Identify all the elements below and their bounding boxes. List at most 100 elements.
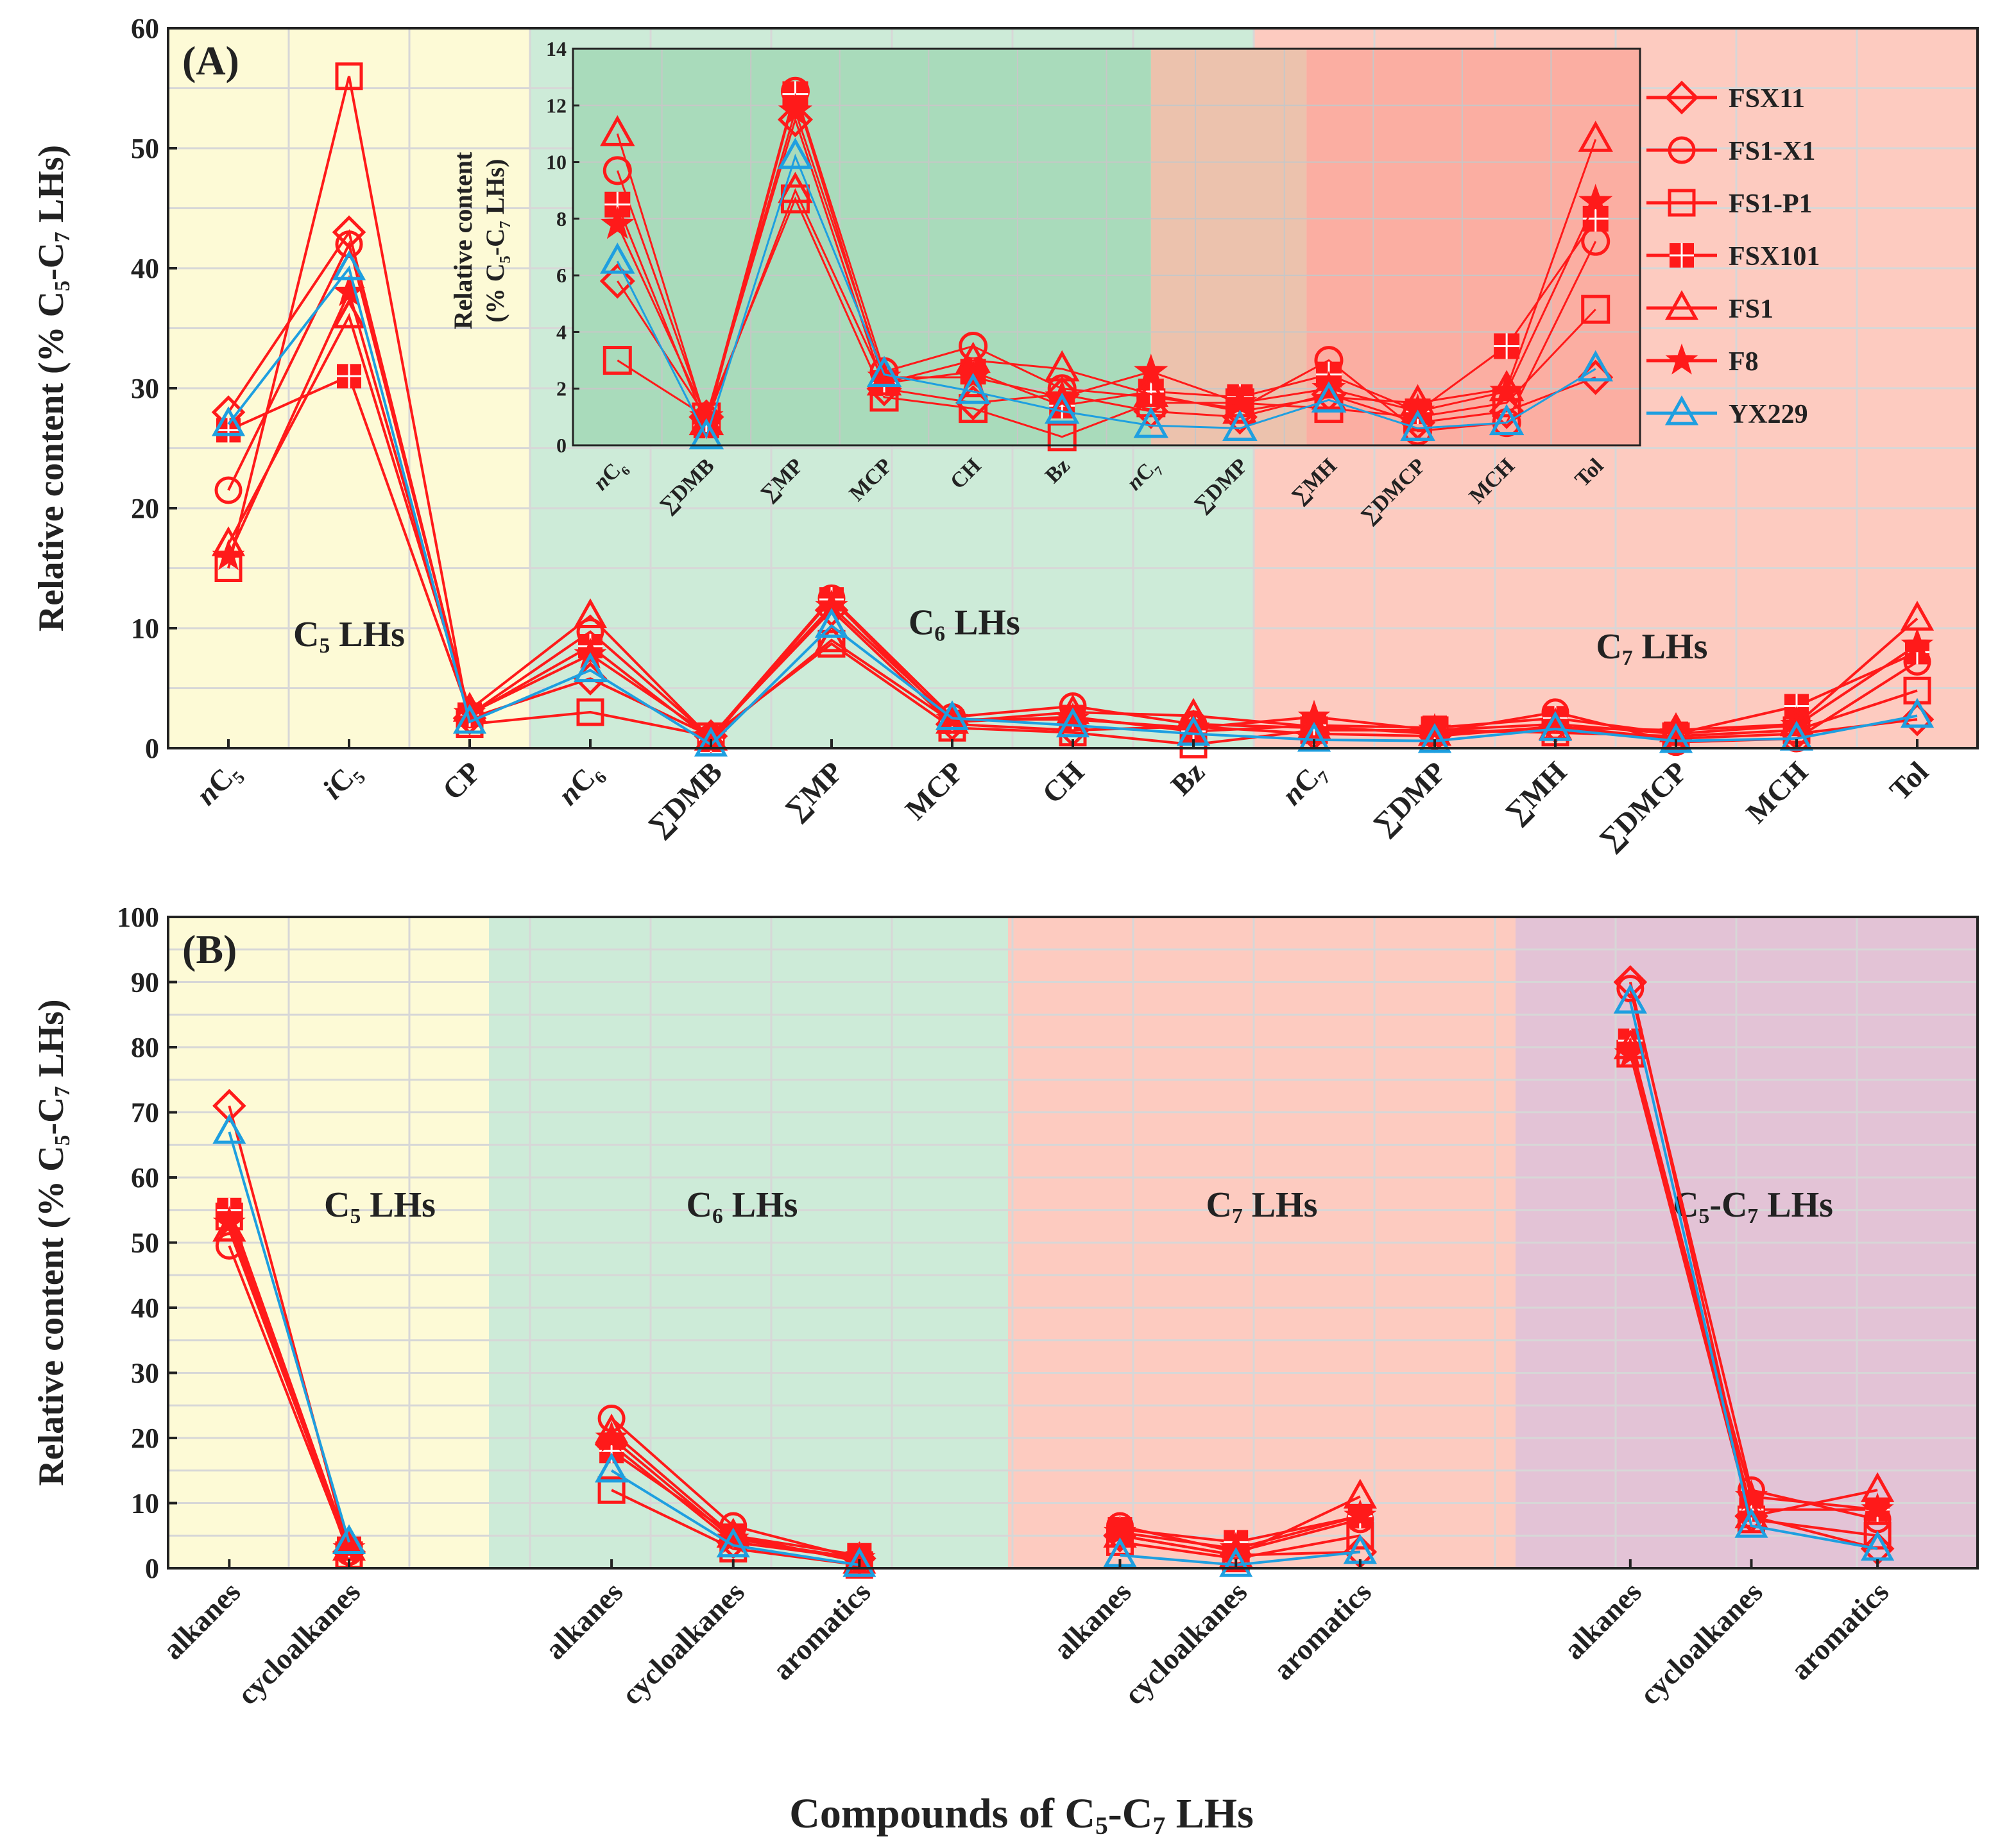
series-f8 [212, 275, 1934, 750]
data-point-f8-sum-mh [1539, 706, 1572, 739]
inset-data-point-fs1-nc6 [600, 115, 635, 146]
inset-data-point-yx229-tol [1578, 350, 1613, 382]
inset-data-point-f8-nc7 [1134, 354, 1168, 386]
inset-series-line-fs1 [616, 133, 1597, 426]
data-point-yx229-mcp [935, 700, 970, 730]
legend-marker-f8 [1665, 343, 1698, 375]
legend-marker-fs1-p1 [1668, 189, 1696, 217]
y-tick-label-b: 0 [145, 1553, 159, 1584]
group-label-c5-lhs: C5 LHs [324, 1185, 436, 1228]
inset-data-point-fs1-p1-tol [1581, 295, 1611, 324]
data-point-b-f8-7 [1344, 1499, 1377, 1530]
inset-y-tick-label: 6 [556, 264, 567, 287]
y-tick-label-b: 30 [131, 1358, 159, 1389]
inset-region-bg-transition [1150, 49, 1307, 445]
x-tick-label-b-alkanes: alkanes [1047, 1575, 1138, 1666]
x-tick-label-mcp: MCP [899, 755, 970, 826]
inset-data-point-fs1-mcp [866, 364, 902, 396]
y-tick-label: 20 [131, 493, 159, 524]
data-point-f8-nc5 [212, 538, 245, 570]
series-b-line-yx229-c5-lhs [228, 1131, 350, 1543]
legend-label-fs1-p1: FS1-P1 [1729, 189, 1813, 219]
legend-label-fsx101: FSX101 [1729, 242, 1820, 271]
data-point-yx229-ic5 [332, 250, 366, 280]
y-tick-label: 30 [131, 373, 159, 404]
inset-data-point-f8-sum-dmp [1222, 384, 1258, 418]
x-tick-label-sum-dmcp: ∑DMCP [1593, 755, 1693, 856]
data-point-b-f8-0 [212, 1206, 246, 1237]
y-tick-label-b: 10 [131, 1488, 159, 1519]
inset-data-point-fsx11-mch [1489, 393, 1525, 429]
inset-series-line-yx229 [616, 153, 1596, 440]
legend-label-fsx11: FSX11 [1729, 84, 1805, 114]
inset-series-yx229 [600, 137, 1613, 450]
data-point-b-yx229-2 [594, 1452, 629, 1483]
y-tick-label: 50 [131, 133, 159, 164]
inset-y-tick-label: 0 [556, 434, 567, 457]
data-point-fsx11-tol [1900, 702, 1935, 737]
panel-label-b: (B) [182, 927, 237, 972]
inset-data-point-fs1-p1-ch [959, 394, 988, 424]
inset-y-tick-label: 10 [546, 151, 567, 174]
data-point-yx229-nc5 [211, 406, 246, 436]
x-tick-label-nc7: nC7 [1276, 755, 1335, 814]
legend-marker-fsx101 [1670, 243, 1694, 268]
data-point-yx229-nc7 [1297, 722, 1331, 752]
inset-y-tick-label: 8 [556, 207, 567, 230]
series-line-yx229 [227, 265, 1918, 746]
legend-item-fs1-p1: FS1-P1 [1646, 189, 1813, 219]
inset-data-point-yx229-bz [1044, 392, 1080, 424]
data-point-b-f8-9 [1734, 1479, 1768, 1511]
y-tick-label-b: 90 [131, 967, 159, 998]
legend-item-fs1: FS1 [1646, 290, 1773, 324]
y-tick-label-b: 50 [131, 1228, 159, 1259]
inset-frame [572, 47, 1641, 447]
inset-data-point-fs1-nc7 [1133, 375, 1169, 407]
inset-data-point-f8-mcp [867, 359, 902, 392]
data-point-yx229-sum-dmb [694, 726, 728, 757]
inset-data-point-fsx101-mch [1494, 333, 1520, 359]
inset-data-point-fs1-p1-nc6 [602, 346, 632, 375]
data-point-b-yx229-10 [1860, 1530, 1895, 1561]
inset-data-point-fs1-sum-mp [778, 171, 813, 203]
legend-item-fsx11: FSX11 [1646, 80, 1805, 115]
x-tick-label-tol: Tol [1883, 755, 1935, 807]
inset-data-point-fs1-p1-bz [1047, 422, 1077, 452]
inset-data-point-f8-tol [1578, 184, 1613, 217]
series-b-line-fs1-p1-c7-lhs [1120, 1534, 1361, 1560]
x-tick-label-sum-mh: ∑MH [1499, 755, 1573, 829]
y-tick-label: 60 [131, 13, 159, 44]
data-point-f8-tol [1901, 628, 1934, 659]
inset-series-fs1 [600, 115, 1613, 436]
group-label-c7-lhs: C7 LHs [1206, 1185, 1318, 1228]
y-tick-label-b: 100 [117, 902, 159, 933]
series-b-line-f8-c5-lhs [228, 1222, 350, 1550]
x-tick-label-sum-dmb: ∑DMB [642, 755, 728, 842]
x-tick-label-b-aromatics: aromatics [1267, 1575, 1378, 1686]
legend-marker-fs1-x1 [1668, 136, 1696, 164]
data-point-b-fsx11-8 [1613, 965, 1648, 999]
inset-series-line-f8 [616, 108, 1597, 420]
inset-data-point-fs1-tol [1578, 121, 1613, 152]
inset-data-point-fsx11-sum-mp [777, 101, 813, 137]
x-tick-label-b-cycloalkanes: cycloalkanes [231, 1575, 366, 1711]
inset-data-point-f8-nc6 [600, 206, 635, 239]
y-tick-label: 0 [145, 733, 159, 764]
y-tick-label-b: 40 [131, 1292, 159, 1324]
series-yx229 [211, 250, 1935, 757]
y-axis-label-a: Relative content (% C5-C7 LHs) [31, 145, 74, 631]
x-tick-label-b-cycloalkanes: cycloalkanes [615, 1575, 750, 1711]
data-point-fsx101-ic5 [337, 364, 361, 389]
legend-label-fs1: FS1 [1729, 295, 1773, 324]
x-tick-label-b-alkanes: alkanes [538, 1575, 629, 1666]
y-tick-label-b: 60 [131, 1162, 159, 1194]
data-point-yx229-ch [1055, 707, 1090, 738]
data-point-b-yx229-8 [1613, 984, 1647, 1014]
data-point-b-yx229-9 [1734, 1508, 1768, 1538]
data-point-fs1-nc6 [573, 598, 608, 628]
legend: FSX11 FS1-X1 FS1-P1 FSX101 FS1 F8 YX229 [1646, 80, 1820, 429]
series-line-fs1-p1 [227, 76, 1918, 746]
legend-label-fs1-x1: FS1-X1 [1729, 137, 1815, 166]
